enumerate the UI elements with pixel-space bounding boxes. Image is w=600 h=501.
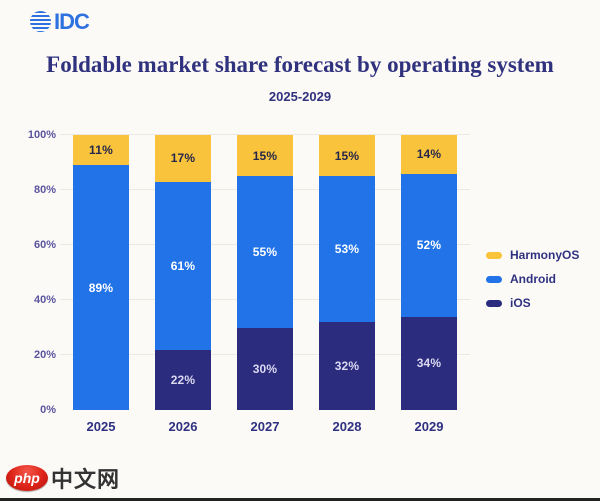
chart-title: Foldable market share forecast by operat… — [46, 52, 554, 77]
bar-value-label: 52% — [416, 238, 442, 252]
idc-logo-text: IDC — [54, 9, 90, 34]
bar-segment-android-2029: 52% — [401, 173, 457, 317]
bar-segment-ios-2027: 30% — [237, 327, 293, 410]
gridline — [60, 134, 470, 135]
bar-value-label: 30% — [252, 361, 278, 376]
bar-segment-android-2027: 55% — [237, 176, 293, 328]
plot-area: 11% 89% 2025 17% 61% 22% 2026 15% 55% 30% 2027 15% 5… — [60, 134, 470, 434]
bar-2029: 14% 52% 34% — [401, 135, 457, 410]
bar-segment-harmonyos-2025: 11% — [73, 135, 129, 166]
idc-logo: IDC — [30, 9, 90, 34]
watermark: php 中文网 — [6, 462, 120, 494]
bar-value-label: 61% — [170, 258, 196, 273]
x-axis-label-2025: 2025 — [86, 419, 116, 434]
bar-value-label: 17% — [170, 151, 196, 166]
y-axis-tick-label: 60% — [33, 239, 56, 251]
x-axis-label-2029: 2029 — [414, 419, 444, 434]
y-axis-tick-label: 40% — [33, 294, 56, 306]
bar-segment-harmonyos-2026: 17% — [155, 135, 211, 182]
bar-2026: 17% 61% 22% — [155, 135, 211, 410]
bar-segment-ios-2029: 34% — [401, 316, 457, 410]
bar-segment-android-2028: 53% — [319, 176, 375, 322]
y-axis-tick-label: 20% — [33, 349, 56, 361]
bar-value-label: 11% — [89, 143, 113, 158]
y-axis: 0% 20% 40% 60% 80% 100% — [0, 129, 56, 416]
x-axis-label-2028: 2028 — [332, 419, 362, 434]
y-axis-tick-label: 0% — [40, 404, 56, 416]
bar-segment-harmonyos-2029: 14% — [401, 135, 457, 174]
watermark-text: 中文网 — [51, 467, 121, 492]
legend-label: iOS — [510, 296, 531, 310]
php-badge-icon: php — [6, 465, 48, 491]
bar-segment-harmonyos-2028: 15% — [319, 135, 375, 177]
bar-value-label: 14% — [416, 147, 442, 162]
bar-column-2026: 17% 61% 22% 2026 — [142, 135, 224, 434]
legend-item-android: Android — [486, 271, 579, 287]
bar-value-label: 15% — [252, 148, 278, 163]
bar-value-label: 89% — [88, 280, 114, 295]
bar-value-label: 53% — [334, 242, 360, 257]
bar-value-label: 34% — [416, 356, 442, 371]
legend-item-harmonyos: HarmonyOS — [486, 247, 579, 263]
legend-label: Android — [510, 272, 556, 286]
bottom-rule — [0, 498, 600, 501]
legend-swatch-harmonyos — [486, 251, 502, 259]
bar-value-label: 55% — [252, 244, 278, 259]
bar-2028: 15% 53% 32% — [319, 135, 375, 410]
legend-swatch-ios — [486, 299, 502, 307]
bar-2025: 11% 89% — [73, 135, 129, 410]
x-axis-label-2027: 2027 — [250, 419, 280, 434]
bar-column-2025: 11% 89% 2025 — [60, 135, 142, 434]
bar-segment-ios-2026: 22% — [155, 349, 211, 410]
bars-container: 11% 89% 2025 17% 61% 22% 2026 15% 55% 30% 2027 15% 5… — [60, 135, 470, 434]
bar-2027: 15% 55% 30% — [237, 135, 293, 410]
bar-value-label: 22% — [170, 372, 196, 387]
bar-column-2029: 14% 52% 34% 2029 — [388, 135, 470, 434]
bar-value-label: 15% — [334, 148, 360, 163]
legend-label: HarmonyOS — [510, 248, 580, 262]
bar-column-2028: 15% 53% 32% 2028 — [306, 135, 388, 434]
y-axis-tick-label: 100% — [27, 129, 56, 141]
bar-column-2027: 15% 55% 30% 2027 — [224, 135, 306, 434]
legend: HarmonyOS Android iOS — [486, 247, 579, 319]
bar-segment-android-2026: 61% — [155, 181, 211, 350]
bar-value-label: 32% — [334, 359, 360, 373]
legend-item-ios: iOS — [486, 295, 579, 311]
idc-globe-icon — [30, 11, 51, 32]
x-axis-label-2026: 2026 — [168, 419, 198, 434]
y-axis-tick-label: 80% — [33, 184, 56, 196]
bar-segment-harmonyos-2027: 15% — [237, 135, 293, 177]
legend-swatch-android — [486, 275, 502, 283]
bar-segment-android-2025: 89% — [73, 165, 129, 410]
bar-segment-ios-2028: 32% — [319, 322, 375, 410]
chart-subtitle: 2025-2029 — [268, 89, 332, 104]
